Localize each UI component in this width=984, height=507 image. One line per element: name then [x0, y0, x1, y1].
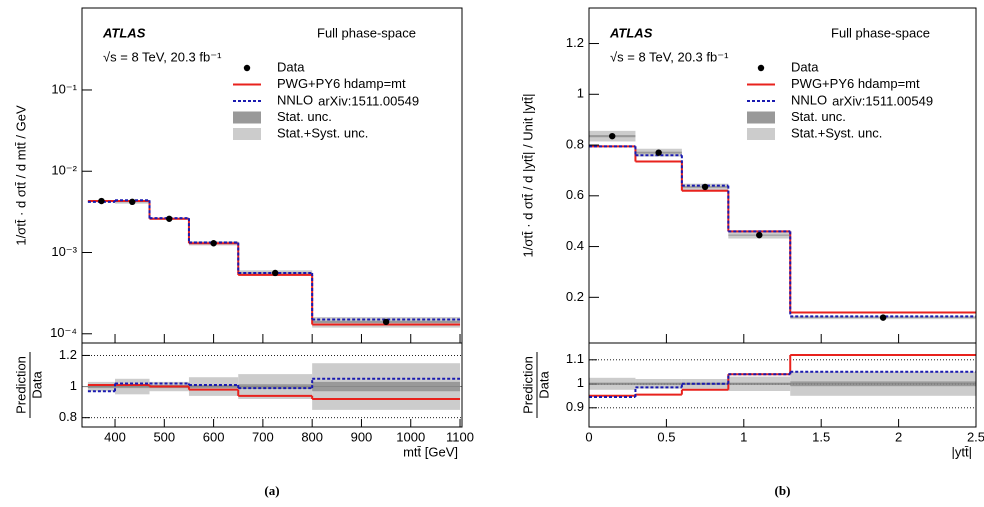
x-axis-title: |ytt̄|	[952, 444, 972, 459]
data-point	[655, 149, 662, 156]
ratio-y-tick-label: 1.2	[59, 347, 77, 362]
x-tick-label: 400	[104, 429, 126, 444]
data-point	[98, 197, 105, 205]
legend-swatch	[747, 128, 775, 140]
x-tick-label: 600	[203, 429, 225, 444]
atlas-label: ATLAS	[102, 25, 146, 40]
data-point	[166, 215, 173, 222]
ratio-title-top: Prediction	[520, 356, 535, 414]
y-tick-label: 0.2	[566, 289, 584, 304]
data-point	[609, 132, 616, 140]
legend-marker	[243, 64, 251, 72]
x-tick-label: 700	[252, 429, 274, 444]
ratio-y-tick-label: 1.1	[566, 351, 584, 366]
legend-label: Data	[277, 59, 305, 74]
ratio-y-tick-label: 1	[70, 378, 77, 393]
legend-label: Stat. unc.	[277, 109, 332, 124]
energy-label: √s = 8 TeV, 20.3 fb⁻¹	[610, 49, 729, 64]
x-tick-label: 2.5	[967, 429, 984, 444]
y-tick-label: 10⁻³	[51, 244, 77, 259]
y-tick-label: 0.8	[566, 136, 584, 151]
data-point	[382, 318, 390, 326]
data-point	[756, 231, 763, 239]
legend-label: PWG+PY6 hdamp=mt	[277, 76, 406, 91]
energy-label: √s = 8 TeV, 20.3 fb⁻¹	[103, 49, 222, 64]
ratio-y-tick-label: 1	[577, 375, 584, 390]
x-tick-label: 1	[740, 429, 747, 444]
ratio-frame	[81, 342, 463, 428]
y-tick-label: 0.6	[566, 187, 584, 202]
x-tick-label: 900	[351, 429, 373, 444]
data-point	[272, 269, 279, 277]
x-tick-label: 500	[153, 429, 175, 444]
data-point	[210, 240, 217, 247]
data-point	[879, 314, 887, 321]
y-tick-label: 10⁻¹	[51, 81, 77, 96]
legend-label: PWG+PY6 hdamp=mt	[791, 76, 920, 91]
x-tick-label: 1.5	[812, 429, 830, 444]
ratio-y-tick-label: 0.9	[566, 399, 584, 414]
data-point	[129, 198, 136, 206]
legend-marker	[757, 64, 765, 72]
legend-label: Stat.+Syst. unc.	[277, 125, 368, 140]
x-tick-label: 800	[301, 429, 323, 444]
atlas-label: ATLAS	[609, 25, 653, 40]
y-axis-title: 1/σtt̄ · d σtt̄ / d mtt̄ / GeV	[13, 105, 28, 246]
legend-swatch	[233, 128, 261, 140]
legend-note: arXiv:1511.00549	[832, 93, 933, 108]
x-axis-title: mtt̄ [GeV]	[403, 444, 458, 459]
ratio-title-bottom: Data	[536, 371, 551, 399]
x-tick-label: 0.5	[657, 429, 675, 444]
x-tick-label: 1100	[446, 429, 474, 444]
y-tick-label: 10⁻²	[51, 163, 77, 178]
x-tick-label: 0	[585, 429, 592, 444]
legend-note: arXiv:1511.00549	[318, 93, 419, 108]
y-tick-label: 0.4	[566, 238, 584, 253]
legend-swatch	[233, 111, 261, 124]
legend-label: Data	[791, 59, 819, 74]
y-tick-label: 1	[577, 86, 584, 101]
ratio-y-tick-label: 0.8	[59, 409, 77, 424]
ratio-title-top: Prediction	[13, 356, 28, 414]
ratio-title-bottom: Data	[29, 371, 44, 399]
caption: (b)	[775, 483, 791, 498]
legend-swatch	[747, 111, 775, 124]
legend-label: Stat. unc.	[791, 109, 846, 124]
legend-label: NNLO	[277, 92, 313, 107]
y-tick-label: 10⁻⁴	[50, 325, 77, 340]
legend-label: Stat.+Syst. unc.	[791, 125, 882, 140]
ratio-frame	[588, 342, 977, 428]
phase-label: Full phase-space	[831, 25, 930, 40]
y-axis-title: 1/σtt̄ · d σtt̄ / d |ytt̄| / Unit |ytt̄|	[520, 94, 535, 258]
x-tick-label: 2	[895, 429, 902, 444]
caption: (a)	[264, 483, 279, 498]
phase-label: Full phase-space	[317, 25, 416, 40]
x-tick-label: 1000	[396, 429, 425, 444]
y-tick-label: 1.2	[566, 35, 584, 50]
legend-label: NNLO	[791, 92, 827, 107]
data-point	[701, 183, 709, 191]
